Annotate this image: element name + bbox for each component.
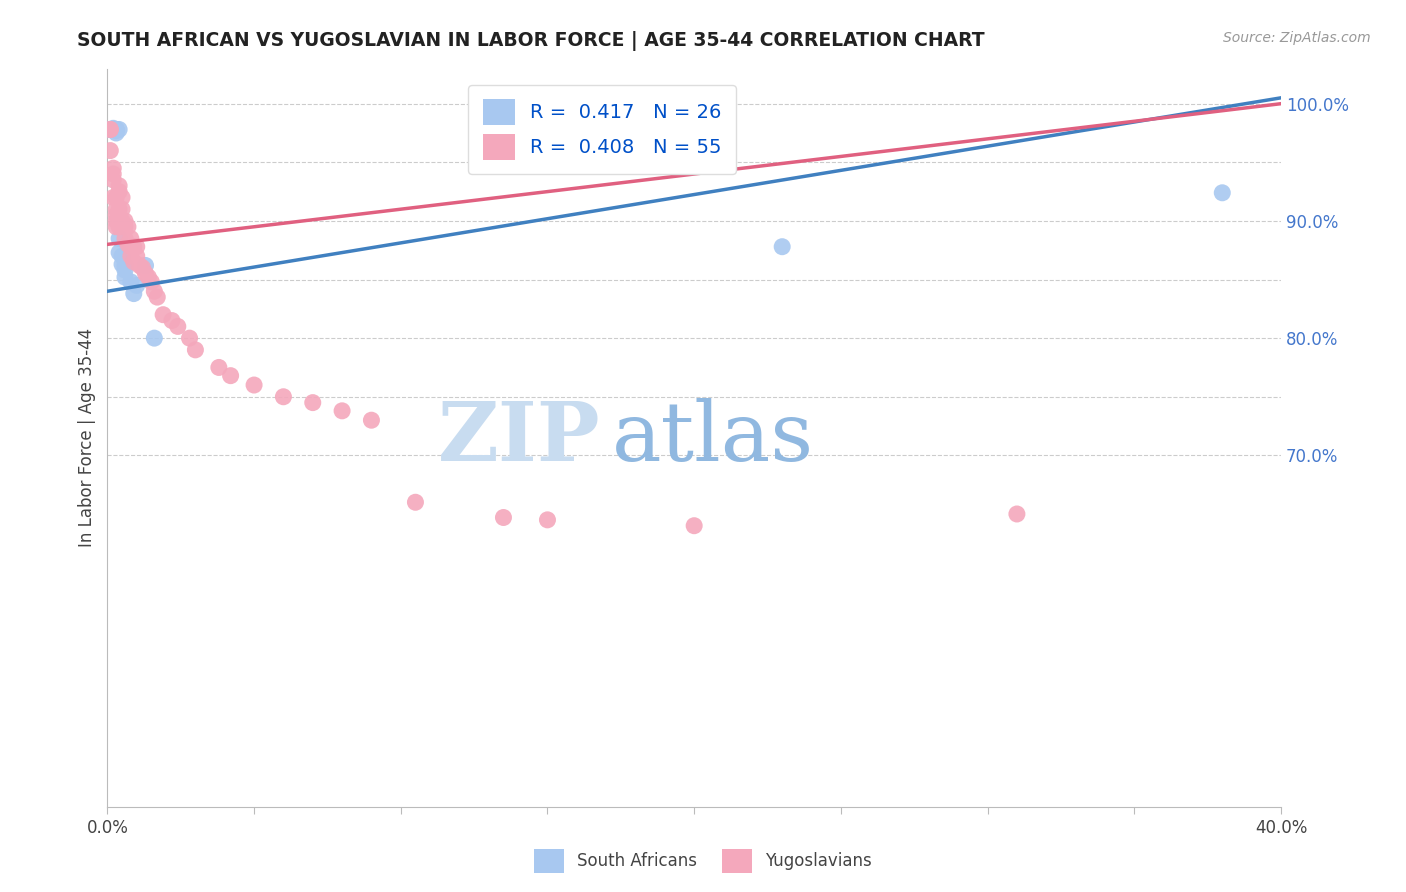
Point — [98, 122, 121, 136]
Point — [120, 240, 142, 254]
Point — [111, 190, 134, 204]
Point — [108, 202, 131, 217]
Point — [141, 275, 163, 289]
Point — [105, 219, 128, 234]
Point — [770, 240, 793, 254]
Legend: R =  0.417   N = 26, R =  0.408   N = 55: R = 0.417 N = 26, R = 0.408 N = 55 — [468, 85, 735, 174]
Point — [243, 378, 266, 392]
Point — [125, 278, 148, 293]
Point — [117, 237, 139, 252]
Point — [114, 214, 136, 228]
Point — [135, 267, 157, 281]
Point — [103, 167, 125, 181]
Point — [330, 404, 353, 418]
Point — [114, 231, 136, 245]
Text: Source: ZipAtlas.com: Source: ZipAtlas.com — [1223, 31, 1371, 45]
Point — [131, 260, 153, 275]
Point — [184, 343, 207, 357]
Point — [108, 245, 131, 260]
Point — [108, 231, 131, 245]
Point — [117, 219, 139, 234]
Point — [120, 275, 142, 289]
Point — [111, 214, 134, 228]
Point — [98, 122, 121, 136]
Point — [108, 185, 131, 199]
Point — [105, 214, 128, 228]
Point — [111, 249, 134, 263]
Point — [120, 249, 142, 263]
Point — [103, 161, 125, 176]
Point — [122, 240, 145, 254]
Y-axis label: In Labor Force | Age 35-44: In Labor Force | Age 35-44 — [79, 328, 96, 548]
Point — [120, 231, 142, 245]
Point — [105, 202, 128, 217]
Point — [146, 290, 169, 304]
Point — [98, 144, 121, 158]
Point — [1211, 186, 1233, 200]
Point — [111, 257, 134, 271]
Point — [166, 319, 188, 334]
Point — [108, 219, 131, 234]
Point — [143, 285, 166, 299]
Point — [105, 122, 128, 136]
Point — [103, 173, 125, 187]
Point — [143, 331, 166, 345]
Point — [108, 178, 131, 193]
Point — [179, 331, 201, 345]
Text: SOUTH AFRICAN VS YUGOSLAVIAN IN LABOR FORCE | AGE 35-44 CORRELATION CHART: SOUTH AFRICAN VS YUGOSLAVIAN IN LABOR FO… — [77, 31, 986, 51]
Point — [105, 123, 128, 137]
Point — [114, 219, 136, 234]
Point — [105, 122, 128, 136]
Point — [98, 122, 121, 136]
Point — [135, 259, 157, 273]
Point — [301, 395, 323, 409]
Point — [111, 202, 134, 217]
Point — [122, 255, 145, 269]
Point — [683, 518, 706, 533]
Point — [105, 208, 128, 222]
Point — [105, 122, 128, 136]
Point — [138, 270, 160, 285]
Point — [128, 259, 150, 273]
Point — [1005, 507, 1028, 521]
Point — [98, 122, 121, 136]
Point — [125, 249, 148, 263]
Point — [152, 308, 174, 322]
Legend: South Africans, Yugoslavians: South Africans, Yugoslavians — [527, 842, 879, 880]
Point — [125, 240, 148, 254]
Text: atlas: atlas — [612, 398, 814, 478]
Point — [122, 286, 145, 301]
Point — [103, 122, 125, 136]
Point — [160, 313, 183, 327]
Point — [103, 121, 125, 136]
Point — [103, 122, 125, 136]
Point — [105, 190, 128, 204]
Point — [219, 368, 242, 383]
Point — [536, 513, 558, 527]
Point — [208, 360, 231, 375]
Text: ZIP: ZIP — [437, 398, 600, 478]
Point — [114, 263, 136, 277]
Point — [492, 510, 515, 524]
Point — [114, 270, 136, 285]
Point — [404, 495, 426, 509]
Point — [360, 413, 382, 427]
Point — [108, 122, 131, 136]
Point — [273, 390, 295, 404]
Point — [103, 190, 125, 204]
Point — [98, 122, 121, 136]
Point — [114, 259, 136, 273]
Point — [105, 126, 128, 140]
